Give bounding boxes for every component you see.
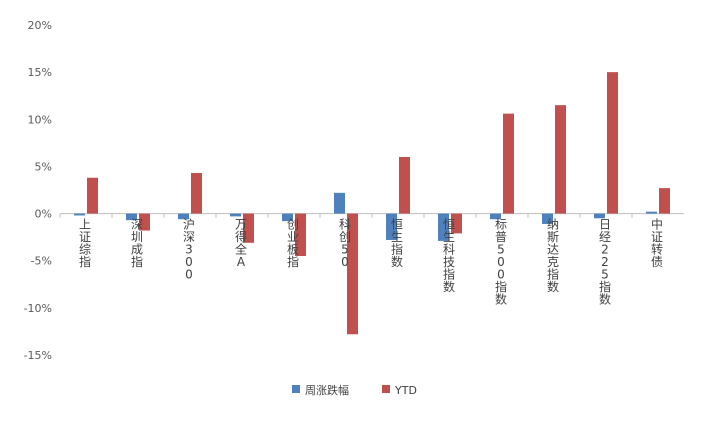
bar-ytd [295, 213, 306, 256]
y-tick-label: 5% [35, 160, 52, 173]
bar-weekly-change [126, 213, 137, 221]
bar-ytd [87, 177, 98, 214]
y-tick-label: 20% [28, 19, 52, 32]
bar-ytd [399, 157, 410, 214]
legend-label-weekly: 周涨跌幅 [305, 383, 349, 397]
bar-weekly-change [386, 213, 397, 240]
bar-ytd [607, 72, 618, 214]
bar-weekly-change [594, 213, 605, 219]
x-category-label: 科创 5 0 [339, 218, 351, 269]
x-category-label: 恒生指数 [391, 218, 403, 269]
y-tick-label: -5% [31, 255, 52, 268]
y-tick-label: -10% [24, 302, 52, 315]
x-category-label: 沪深 3 0 0 [183, 218, 195, 282]
bar-weekly-change [334, 192, 345, 214]
x-category-label: 标普 5 0 0 指数 [495, 218, 507, 307]
y-tick-label: 10% [28, 113, 52, 126]
bar-weekly-change [178, 213, 189, 220]
legend-label-ytd: YTD [394, 384, 417, 397]
bar-weekly-change [438, 213, 449, 241]
bar-ytd [191, 173, 202, 214]
bar-ytd [451, 213, 462, 234]
y-tick-label: -15% [24, 349, 52, 362]
x-category-label: 中证转债 [651, 217, 663, 269]
bar-weekly-change [542, 213, 553, 224]
bar-ytd [243, 213, 254, 243]
bar-weekly-change [646, 211, 657, 214]
y-tick-label: 15% [28, 66, 52, 79]
y-tick-label: 0% [35, 208, 52, 221]
x-category-label: 深圳成指 [131, 218, 143, 269]
bar-ytd [139, 213, 150, 231]
bar-weekly-change [230, 213, 241, 217]
x-category-label: 上证综指 [79, 218, 91, 269]
bar-weekly-change [74, 213, 85, 216]
x-category-label: 纳斯达克指数 [547, 218, 559, 294]
x-category-label: 恒生科技指数 [443, 218, 455, 294]
bar-ytd [555, 105, 566, 214]
legend-swatch-ytd [382, 385, 390, 393]
bar-ytd [659, 188, 670, 214]
x-category-label: 日经 2 2 5 指数 [599, 218, 611, 307]
bar-weekly-change [282, 213, 293, 222]
bar-weekly-change [490, 213, 501, 220]
x-category-label: 万得全 A [235, 218, 247, 269]
bar-ytd [503, 113, 514, 214]
bar-ytd [347, 213, 358, 335]
legend-swatch-weekly [292, 385, 300, 393]
x-category-label: 创业板指 [287, 218, 299, 269]
